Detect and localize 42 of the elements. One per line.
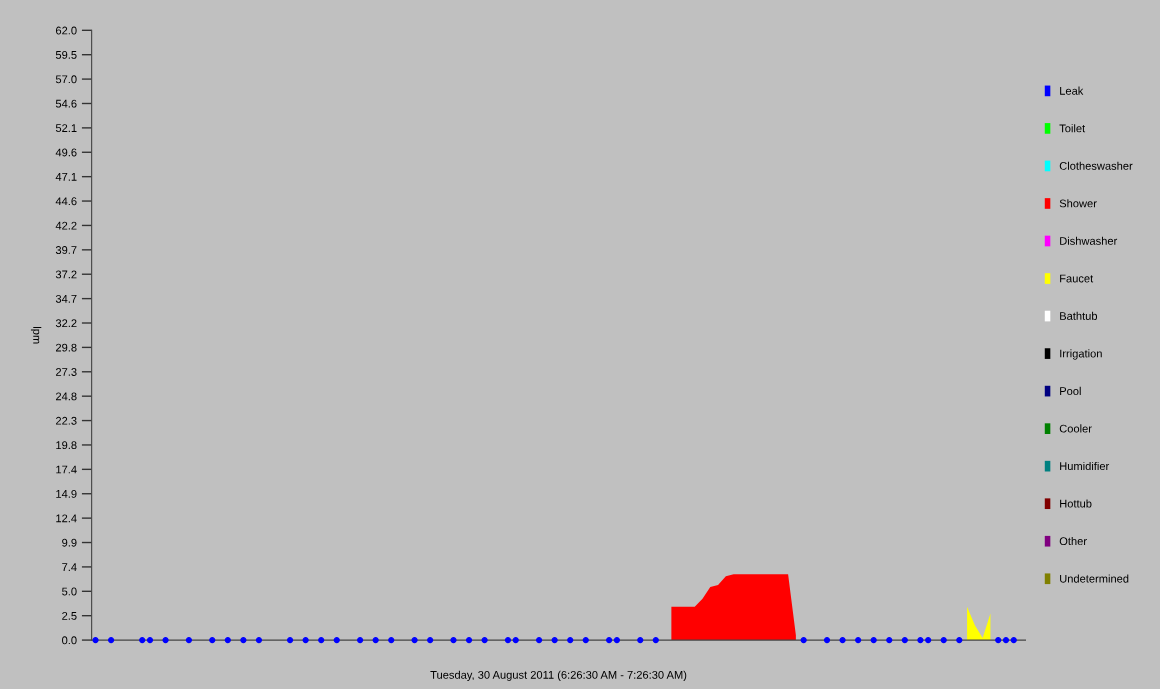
legend-label: Toilet (1059, 124, 1086, 133)
y-tick-label: 17.4 (56, 465, 77, 474)
y-tick-label: 14.9 (56, 490, 77, 498)
y-tick-label: 19.8 (56, 441, 77, 450)
legend-label: Irrigation (1060, 349, 1102, 360)
y-axis-title: lpm (30, 327, 42, 344)
y-tick-label: 44.6 (55, 197, 77, 206)
y-tick-label: 5.0 (62, 587, 77, 596)
y-tick-label: 2.5 (62, 611, 77, 620)
legend-label: Shower (1059, 199, 1097, 208)
y-tick-label: 34.7 (55, 294, 77, 303)
legend-label: Cooler (1059, 424, 1092, 433)
legend-label: Humidifier (1060, 461, 1110, 471)
y-tick-label: 24.8 (55, 392, 77, 401)
y-tick-label: 39.7 (55, 246, 77, 254)
legend-label: Bathtub (1060, 311, 1098, 320)
y-tick-label: 49.6 (55, 148, 77, 157)
y-tick-label: 62.0 (56, 26, 77, 35)
y-tick-label: 7.4 (62, 563, 77, 571)
legend-label: Undetermined (1060, 574, 1129, 583)
y-tick-label: 54.6 (55, 99, 77, 108)
y-tick-label: 9.9 (62, 538, 77, 547)
legend-label: Other (1059, 536, 1087, 546)
y-tick-label: 32.2 (55, 319, 77, 328)
legend-label: Dishwasher (1060, 236, 1118, 245)
y-tick-label: 59.5 (55, 50, 77, 59)
legend-label: Leak (1060, 86, 1084, 95)
y-tick-label: 52.1 (55, 124, 77, 133)
y-tick-label: 37.2 (55, 270, 77, 279)
y-tick-label: 0.0 (62, 636, 77, 645)
y-tick-label: 27.3 (55, 368, 77, 376)
y-tick-label: 47.1 (55, 173, 77, 181)
legend-label: Clotheswasher (1059, 161, 1133, 170)
legend-label: Faucet (1060, 274, 1094, 283)
legend-label: Pool (1060, 386, 1081, 395)
legend-label: Hottub (1060, 499, 1092, 508)
y-tick-label: 12.4 (56, 514, 77, 523)
y-tick-label: 22.3 (55, 416, 77, 425)
x-axis-title: Tuesday, 30 August 2011 (6:26:30 AM - 7:26:30 AM) (430, 670, 687, 681)
y-tick-label: 42.2 (55, 221, 77, 230)
y-tick-label: 57.0 (55, 75, 77, 84)
y-tick-label: 29.8 (55, 343, 77, 352)
